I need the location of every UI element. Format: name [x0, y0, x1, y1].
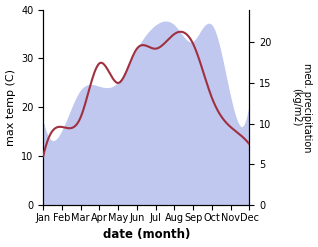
Y-axis label: max temp (C): max temp (C) [5, 69, 16, 146]
Y-axis label: med. precipitation
(kg/m2): med. precipitation (kg/m2) [291, 63, 313, 152]
X-axis label: date (month): date (month) [103, 228, 190, 242]
